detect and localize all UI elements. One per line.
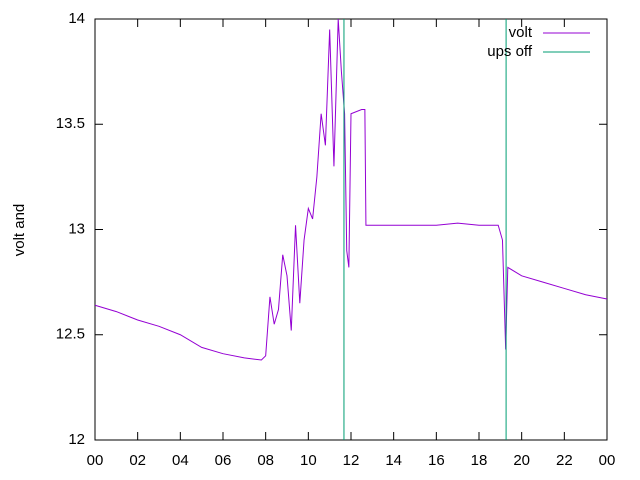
volt-line — [94, 18, 608, 361]
x-tick-label: 12 — [343, 452, 360, 469]
y-tick-label: 12.5 — [56, 326, 85, 343]
y-tick-label: 12 — [68, 431, 85, 448]
y-tick-label: 14 — [68, 10, 85, 27]
y-tick-label: 13 — [68, 220, 85, 237]
x-tick-label: 00 — [87, 452, 104, 469]
y-axis-label: volt and — [11, 204, 28, 257]
legend-label: volt — [509, 24, 533, 41]
x-tick-label: 14 — [385, 452, 402, 469]
x-tick-label: 08 — [257, 452, 274, 469]
x-tick-label: 06 — [215, 452, 232, 469]
x-tick-label: 18 — [471, 452, 488, 469]
x-tick-label: 10 — [300, 452, 317, 469]
x-tick-label: 00 — [599, 452, 616, 469]
x-tick-label: 16 — [428, 452, 445, 469]
x-tick-label: 20 — [513, 452, 530, 469]
legend-label: ups off — [487, 43, 533, 60]
x-tick-label: 04 — [172, 452, 189, 469]
x-tick-label: 22 — [556, 452, 573, 469]
x-tick-label: 02 — [129, 452, 146, 469]
y-tick-label: 13.5 — [56, 115, 85, 132]
plot-border — [94, 18, 608, 441]
